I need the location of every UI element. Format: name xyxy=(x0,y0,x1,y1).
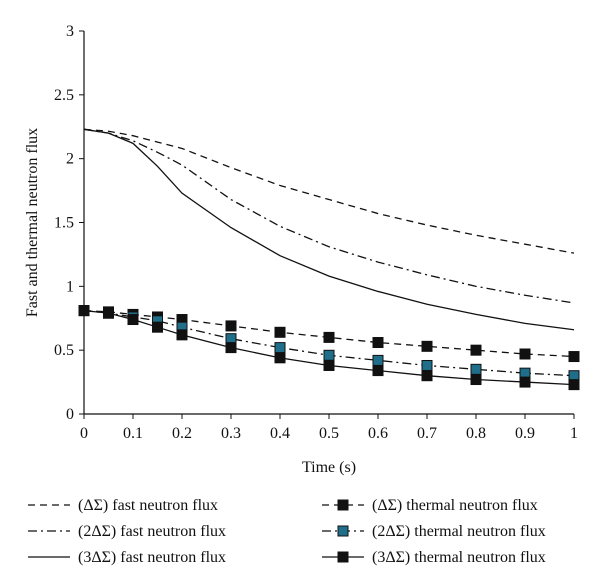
x-tick-label: 0.2 xyxy=(172,425,192,442)
y-ticks: 0 0.5 1 1.5 2 2.5 3 xyxy=(54,23,84,423)
data-point xyxy=(568,379,580,391)
legend: (ΔΣ) fast neutron flux (2ΔΣ) fast neutron… xyxy=(28,497,546,566)
legend-item: (ΔΣ) thermal neutron flux xyxy=(322,497,538,514)
data-point xyxy=(274,326,286,338)
x-axis-title: Time (s) xyxy=(302,459,356,476)
data-point xyxy=(470,363,482,375)
x-tick-label: 0 xyxy=(80,425,88,442)
data-point xyxy=(568,351,580,363)
legend-item: (2ΔΣ) thermal neutron flux xyxy=(322,523,546,540)
x-tick-label: 0.3 xyxy=(221,425,241,442)
y-tick-label: 1 xyxy=(66,278,74,295)
data-point xyxy=(103,307,114,319)
data-point xyxy=(225,320,237,332)
data-point xyxy=(127,314,139,326)
x-tick-label: 1 xyxy=(570,425,578,442)
data-point xyxy=(323,349,335,361)
y-tick-label: 2 xyxy=(66,151,74,168)
legend-label: (2ΔΣ) thermal neutron flux xyxy=(372,523,546,540)
legend-label: (3ΔΣ) fast neutron flux xyxy=(78,549,226,566)
series-1 xyxy=(83,128,575,254)
data-point xyxy=(274,352,286,364)
legend-item: (ΔΣ) fast neutron flux xyxy=(28,497,218,514)
y-tick-label: 0 xyxy=(66,406,74,423)
legend-item: (2ΔΣ) fast neutron flux xyxy=(28,523,226,540)
x-tick-label: 0.5 xyxy=(319,425,339,442)
data-point xyxy=(225,342,237,354)
data-point xyxy=(421,340,433,352)
data-point xyxy=(323,359,335,371)
x-tick-label: 0.4 xyxy=(270,425,290,442)
x-ticks: 0 0.1 0.2 0.3 0.4 0.5 0.6 0.7 0.8 0.9 1 xyxy=(80,414,578,442)
series-2 xyxy=(83,128,575,304)
data-point xyxy=(176,329,188,341)
data-point xyxy=(372,337,384,349)
data-point xyxy=(323,331,335,343)
data-point xyxy=(372,354,384,366)
data-point xyxy=(519,376,531,388)
legend-item: (3ΔΣ) thermal neutron flux xyxy=(322,549,546,566)
x-tick-label: 0.6 xyxy=(368,425,388,442)
data-point xyxy=(421,359,433,371)
data-point xyxy=(372,365,384,377)
legend-label: (2ΔΣ) fast neutron flux xyxy=(78,523,226,540)
data-point xyxy=(519,348,531,360)
legend-swatch-marker xyxy=(337,499,349,511)
x-tick-label: 0.8 xyxy=(466,425,486,442)
series-line xyxy=(83,128,575,254)
y-axis-title: Fast and thermal neutron flux xyxy=(24,128,41,317)
legend-item: (3ΔΣ) fast neutron flux xyxy=(28,549,226,566)
x-tick-label: 0.1 xyxy=(123,425,143,442)
x-tick-label: 0.9 xyxy=(515,425,535,442)
data-point xyxy=(421,370,433,382)
data-point xyxy=(274,342,286,354)
series-line xyxy=(83,128,575,304)
y-tick-label: 2.5 xyxy=(54,87,74,104)
y-tick-label: 0.5 xyxy=(54,342,74,359)
legend-label: (ΔΣ) fast neutron flux xyxy=(78,497,218,514)
legend-swatch-marker xyxy=(337,525,349,537)
x-tick-label: 0.7 xyxy=(417,425,437,442)
series-3 xyxy=(83,128,575,331)
legend-swatch-marker xyxy=(337,551,349,563)
data-point xyxy=(470,344,482,356)
y-tick-label: 1.5 xyxy=(54,215,74,232)
plot-area xyxy=(78,128,580,391)
legend-label: (ΔΣ) thermal neutron flux xyxy=(372,497,538,514)
legend-label: (3ΔΣ) thermal neutron flux xyxy=(372,549,546,566)
series-line xyxy=(83,128,575,331)
y-tick-label: 3 xyxy=(66,23,74,40)
data-point xyxy=(470,374,482,386)
data-point xyxy=(152,321,163,333)
